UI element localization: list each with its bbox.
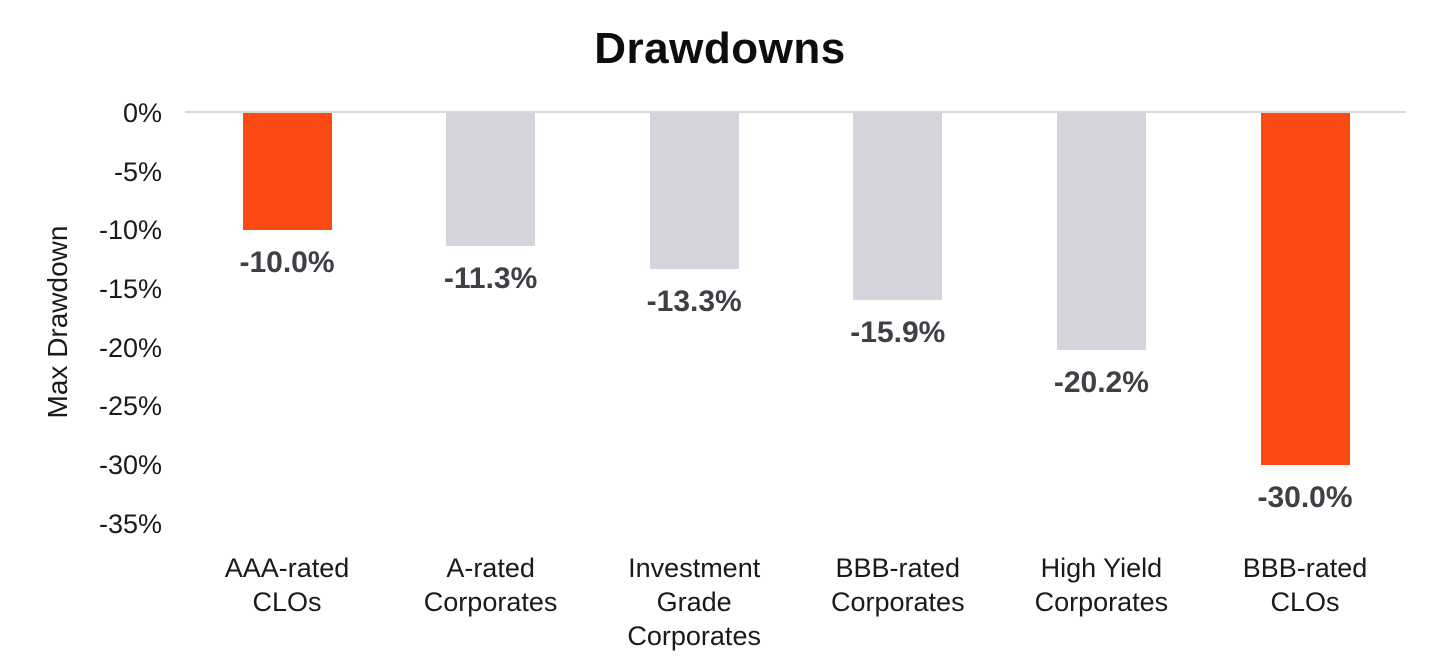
bar-value-label: -11.3% [443, 261, 538, 295]
bar-value-label: -20.2% [1053, 365, 1149, 399]
category-label: BBB-rated Corporates [798, 551, 998, 619]
bar-6 [1260, 113, 1350, 465]
y-tick-label: -20% [98, 332, 162, 363]
bar-value-label: -15.9% [850, 315, 946, 349]
bar-2 [446, 113, 536, 246]
category-label: Investment Grade Corporates [594, 551, 794, 653]
y-tick-label: -15% [98, 273, 162, 304]
zero-baseline-gridline [185, 111, 1406, 113]
category-label-line: CLOs [252, 587, 322, 617]
y-tick-label: -35% [98, 508, 162, 539]
bar-value-label: -10.0% [239, 246, 335, 280]
y-tick-label: -5% [113, 156, 162, 187]
category-label-line: BBB-rated [1242, 553, 1368, 583]
category-label-line: BBB-rated [835, 553, 961, 583]
category-label: AAA-rated CLOs [187, 551, 387, 619]
y-tick-label: -30% [98, 449, 162, 480]
bar-5 [1056, 113, 1146, 350]
category-label-line: Corporates [627, 621, 761, 651]
bar-value-label: -13.3% [646, 285, 742, 318]
y-tick-label: 0% [122, 98, 162, 128]
bar-1 [242, 113, 332, 231]
bar-value-label: -30.0% [1257, 480, 1353, 514]
category-label-line: Corporates [831, 587, 965, 617]
category-label: High Yield Corporates [1001, 551, 1201, 619]
category-label-line: Grade [656, 587, 732, 617]
category-label: BBB-rated CLOs [1205, 551, 1405, 619]
category-label-line: CLOs [1270, 587, 1340, 617]
chart-title: Drawdowns [594, 24, 846, 73]
category-label-line: Corporates [1034, 587, 1169, 617]
category-label-line: Investment [628, 553, 761, 583]
category-label-line: A-rated [446, 553, 535, 583]
y-tick-label: -10% [98, 215, 162, 246]
bar-4 [853, 113, 943, 300]
category-label-line: Corporates [423, 587, 558, 617]
y-tick-label: -25% [98, 391, 162, 422]
bar-3 [649, 113, 739, 269]
category-label: A-rated Corporates [391, 551, 591, 619]
category-label-line: High Yield [1040, 553, 1163, 583]
category-label-line: AAA-rated [224, 553, 350, 583]
